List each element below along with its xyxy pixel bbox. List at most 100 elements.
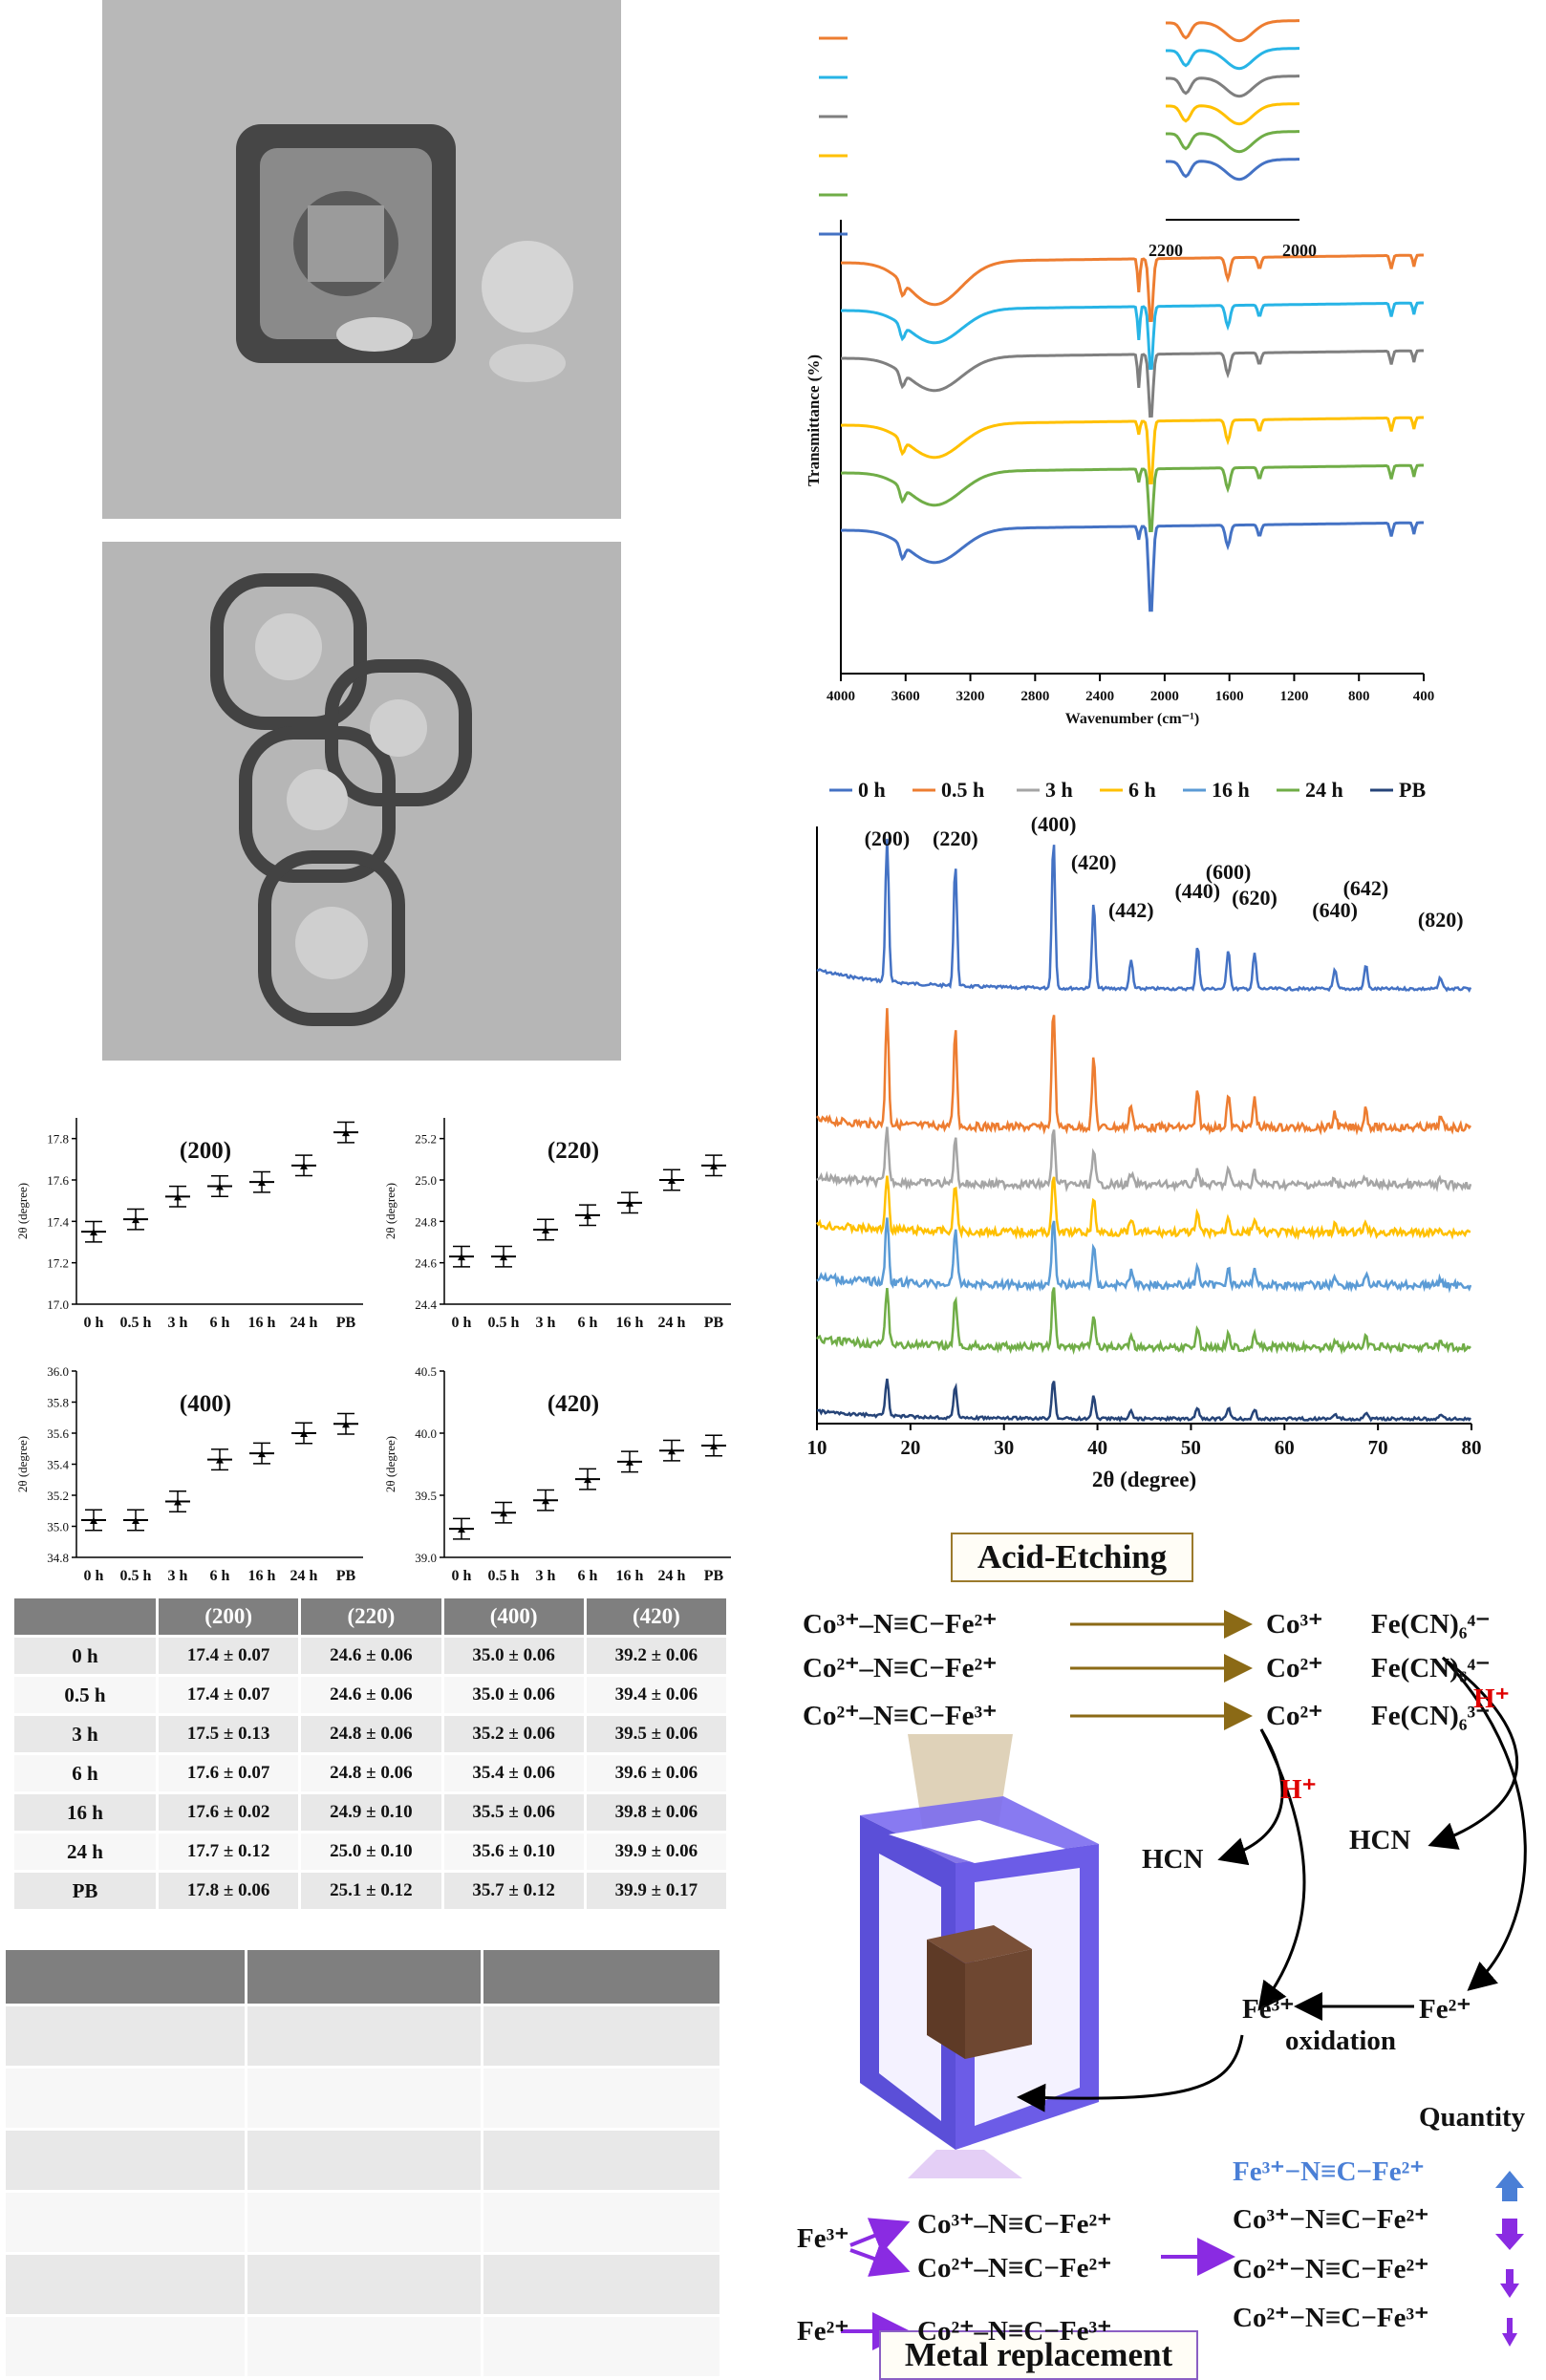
data-point <box>458 1526 465 1533</box>
peak-label: (600) <box>1206 860 1252 884</box>
replacement-species-1: Co³⁺–N≡C−Fe²⁺ <box>917 2209 1112 2240</box>
table-cell <box>246 2067 483 2131</box>
table-row: 6 h 17.6 ± 0.07 24.8 ± 0.06 35.4 ± 0.06 39.6… <box>14 1753 730 1794</box>
y-tick-label: 17.4 <box>47 1214 69 1229</box>
peak-label: (200) <box>865 826 911 850</box>
y-tick-label: 24.4 <box>415 1297 437 1312</box>
xrd-pattern-line <box>816 838 1472 993</box>
peak-label: (442) <box>1108 898 1154 922</box>
x-tick-label: 60 <box>1275 1436 1295 1459</box>
table-cell <box>246 2005 483 2069</box>
table-cell: 25.1 ± 0.12 <box>299 1871 444 1912</box>
hcn-label-left: HCN <box>1142 1844 1204 1875</box>
peak-shift-panel: 24.4 24.6 24.8 25.0 25.2 2θ (degree) (220) 0 h 0… <box>383 1118 731 1331</box>
table-row: PB 17.8 ± 0.06 25.1 ± 0.12 35.7 ± 0.12 39.9 … <box>14 1871 730 1912</box>
legend-label: 6 h <box>1128 778 1156 802</box>
table-cell: 24.8 ± 0.06 <box>299 1714 444 1755</box>
legend-label: 0.5 h <box>941 778 984 802</box>
x-tick-label: 20 <box>900 1436 920 1459</box>
x-tick-label: 16 h <box>248 1568 276 1584</box>
cube-icon <box>860 1796 1099 2150</box>
peak-position-table: (200) (220) (400) (420) 0 h 17.4 ± 0.07 24… <box>14 1598 730 1912</box>
panel-title: (200) <box>180 1138 231 1164</box>
data-point <box>626 1199 633 1207</box>
peak-label: (620) <box>1232 886 1278 910</box>
empty-table <box>6 1950 722 2379</box>
ftir-spectrum-line <box>841 521 1424 612</box>
data-point <box>668 1177 676 1184</box>
table-cell <box>6 2005 247 2069</box>
fe2-product: Fe²⁺ <box>1419 1994 1471 2025</box>
table-cell: 35.0 ± 0.06 <box>442 1675 587 1716</box>
x-tick-label: PB <box>704 1568 724 1584</box>
ftir-spectrum-line <box>841 301 1424 371</box>
table-header-cell <box>482 1950 722 2006</box>
y-tick-label: 24.6 <box>415 1256 437 1271</box>
data-point <box>626 1458 633 1466</box>
quantity-label: Quantity <box>1419 2102 1526 2133</box>
x-tick-label: 3200 <box>956 689 985 704</box>
xrd-pattern-line <box>816 1287 1471 1356</box>
ftir-spectrum-line <box>841 416 1424 485</box>
row-label: 6 h <box>14 1753 159 1794</box>
ftir-chart: 4000 3600 3200 2800 2400 2000 1600 1200 800 400 Wa… <box>807 19 1434 727</box>
x-tick-label: 0.5 h <box>120 1568 152 1584</box>
x-tick-label: 0 h <box>452 1568 472 1584</box>
peak-shift-panel: 34.8 35.0 35.2 35.4 35.6 35.8 36.0 2θ (degree) (… <box>15 1364 363 1584</box>
table-cell: 39.9 ± 0.17 <box>585 1871 730 1912</box>
row-label: 24 h <box>14 1832 159 1873</box>
table-cell: 39.5 ± 0.06 <box>585 1714 730 1755</box>
table-header-row <box>6 1950 722 2006</box>
table-cell: 35.4 ± 0.06 <box>442 1753 587 1794</box>
table-header-cell <box>6 1950 247 2006</box>
fecn-line-3: Fe(CN)₆³⁻ <box>1371 1701 1491 1731</box>
inset-spectrum-line <box>1166 47 1299 71</box>
data-point <box>710 1443 718 1449</box>
x-tick-label: 4000 <box>827 689 855 704</box>
table-cell <box>482 2191 722 2255</box>
y-tick-label: 35.8 <box>47 1396 69 1410</box>
x-tick-label: 2000 <box>1150 689 1179 704</box>
y-tick-label: 35.6 <box>47 1426 69 1441</box>
fecn-line-2: Fe(CN)₆⁴⁻ <box>1371 1653 1491 1683</box>
data-point <box>300 1162 308 1169</box>
table-cell: 17.7 ± 0.12 <box>157 1832 302 1873</box>
xrd-pattern-line <box>816 1378 1472 1423</box>
data-point <box>132 1216 140 1224</box>
x-tick-label: 80 <box>1462 1436 1482 1459</box>
data-point <box>342 1421 350 1428</box>
panel-title: (420) <box>548 1391 599 1417</box>
x-tick-label: 0 h <box>452 1315 472 1331</box>
xrd-pattern-line <box>816 1217 1472 1294</box>
data-point <box>132 1517 140 1524</box>
table-row <box>6 2253 722 2317</box>
table-row: 0 h 17.4 ± 0.07 24.6 ± 0.06 35.0 ± 0.06 39.2… <box>14 1636 730 1677</box>
inset-tick-label: 2200 <box>1149 241 1183 260</box>
table-cell: 39.4 ± 0.06 <box>585 1675 730 1716</box>
table-row <box>6 2315 722 2379</box>
table-cell: 17.6 ± 0.02 <box>157 1792 302 1833</box>
y-tick-label: 17.0 <box>47 1297 69 1312</box>
ftir-spectrum-line <box>841 349 1424 418</box>
table-header-cell <box>14 1598 159 1638</box>
table-cell <box>482 2005 722 2069</box>
table-cell: 17.5 ± 0.13 <box>157 1714 302 1755</box>
table-cell: 39.8 ± 0.06 <box>585 1792 730 1833</box>
y-tick-label: 39.0 <box>415 1551 437 1565</box>
table-cell <box>246 2315 483 2379</box>
product-co2-b: Co²⁺ <box>1266 1701 1323 1731</box>
reaction-scheme: Acid-Etching Metal replacement Co³⁺–N≡C−… <box>784 1529 1546 2380</box>
x-tick-label: 0.5 h <box>120 1315 152 1331</box>
table-header-row: (200) (220) (400) (420) <box>14 1598 730 1638</box>
x-tick-label: 16 h <box>616 1315 644 1331</box>
x-tick-label: 3 h <box>536 1315 556 1331</box>
replacement-species-2: Co²⁺–N≡C−Fe²⁺ <box>917 2253 1112 2284</box>
x-tick-label: 0.5 h <box>488 1568 520 1584</box>
table-cell: 39.9 ± 0.06 <box>585 1832 730 1873</box>
data-point <box>174 1498 182 1506</box>
data-point <box>216 1183 224 1190</box>
legend-label: 0 h <box>858 778 886 802</box>
y-tick-label: 35.4 <box>47 1458 69 1472</box>
row-label: PB <box>14 1871 159 1912</box>
peak-label: (220) <box>933 826 978 850</box>
